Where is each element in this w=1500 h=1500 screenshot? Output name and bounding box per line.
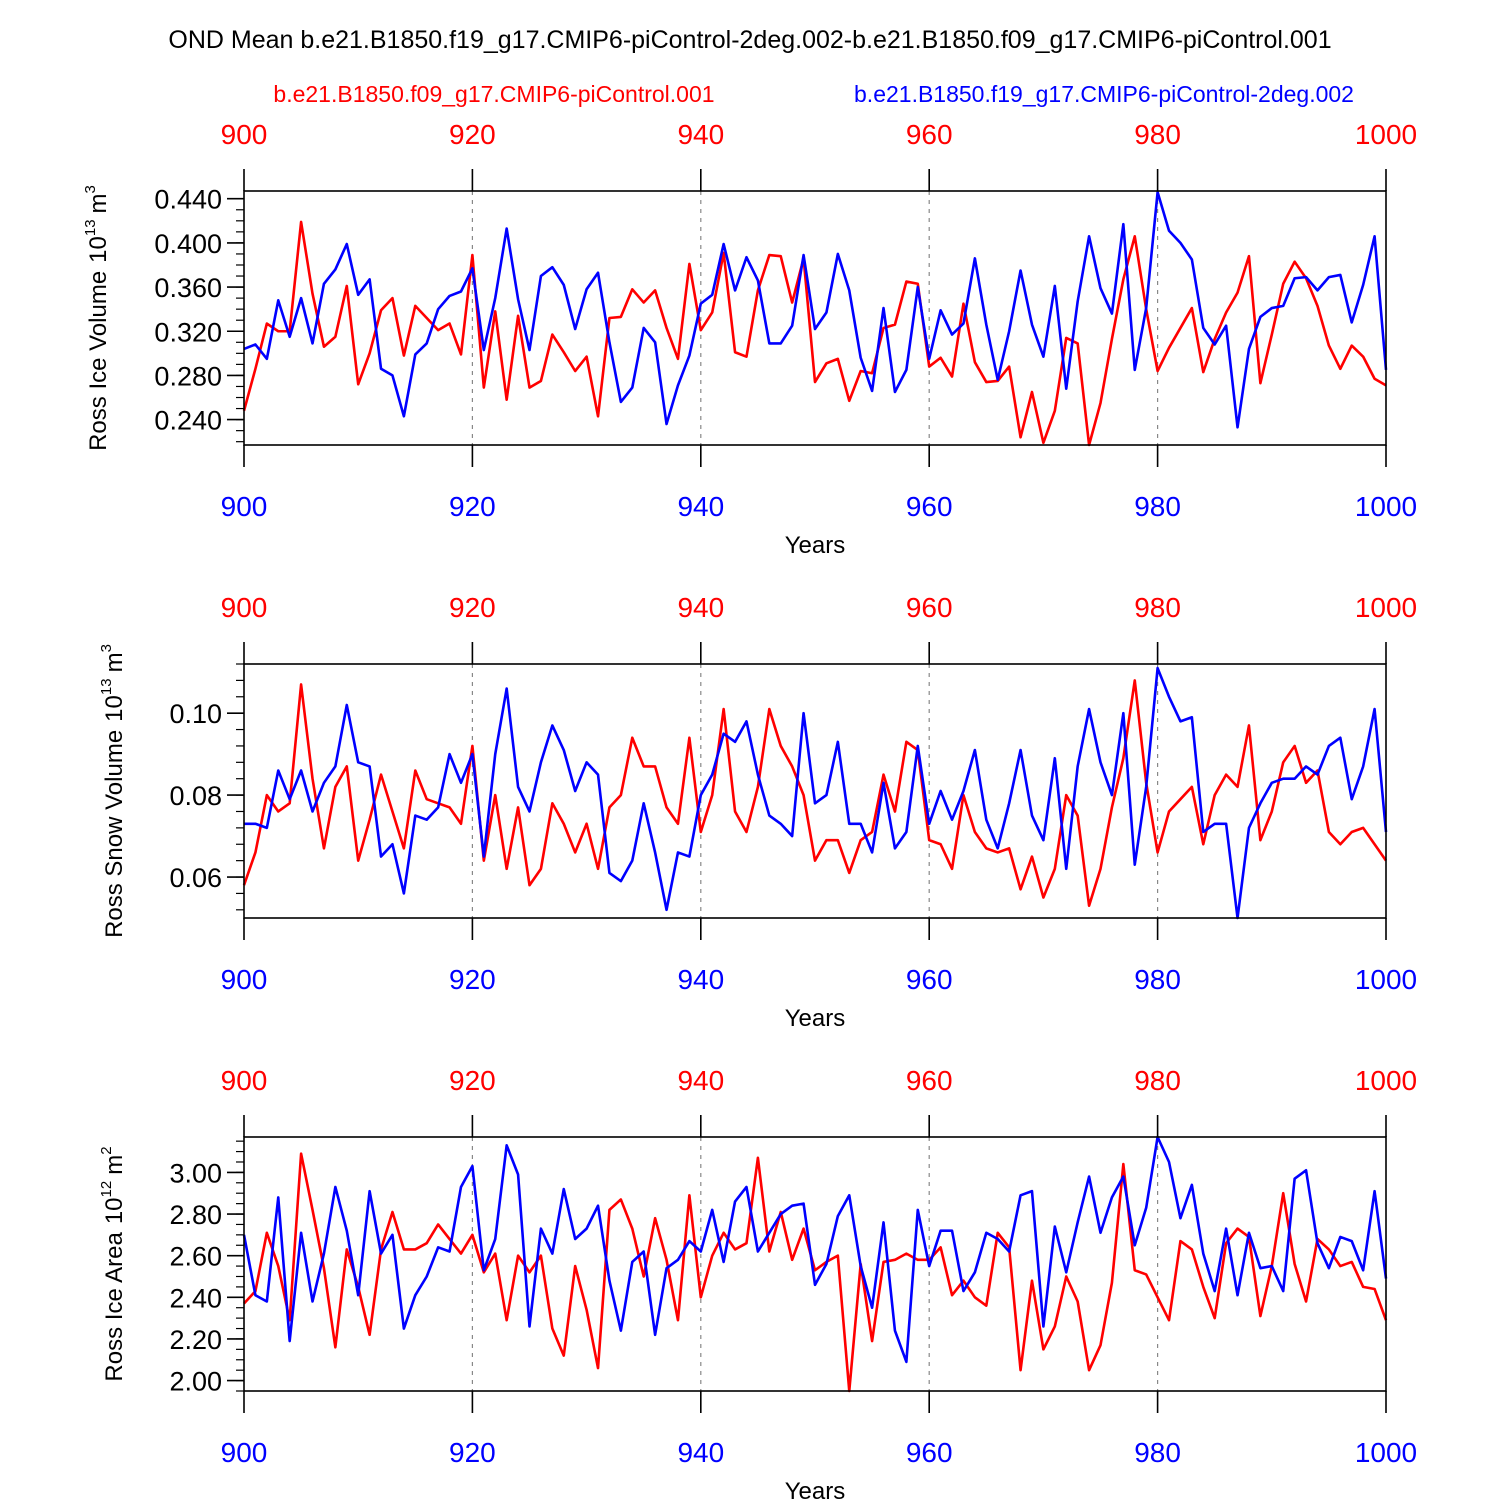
x-tick-label-bottom: 1000 [1355, 964, 1417, 995]
chart-panel-2: 2.00 2.20 2.40 2.60 2.80 3.00 900 900 920 920 940 9… [98, 1065, 1417, 1500]
plot-frame [243, 190, 1387, 446]
x-tick-label-top: 940 [677, 1065, 724, 1096]
x-tick-label-top: 980 [1134, 1065, 1181, 1096]
y-tick-label: 0.06 [169, 863, 222, 893]
y-tick-label: 0.360 [154, 273, 222, 303]
y-label-tail: m [101, 1155, 128, 1175]
x-tick-label-top: 1000 [1355, 119, 1417, 150]
y-tick-label: 0.320 [154, 317, 222, 347]
y-tick-label: 0.400 [154, 229, 222, 259]
y-label-text: Ross Snow Volume [101, 730, 128, 938]
series-line-blue [243, 190, 1388, 429]
series-line-blue [242, 1135, 1388, 1364]
y-label-tail-exponent: 3 [82, 185, 99, 193]
series-line-red [242, 679, 1388, 908]
legend-label-blue: b.e21.B1850.f19_g17.CMIP6-piControl-2deg… [854, 81, 1354, 107]
chart-panels: 0.240 0.280 0.320 0.360 0.400 0.440 900 900 920 9… [82, 119, 1417, 1500]
x-tick-label-bottom: 940 [677, 964, 724, 995]
x-tick-label-bottom: 900 [221, 1437, 268, 1468]
y-tick-label: 0.08 [169, 781, 222, 811]
x-tick-label-top: 940 [677, 592, 724, 623]
x-tick-label-bottom: 920 [449, 1437, 496, 1468]
y-tick-label: 3.00 [169, 1158, 222, 1188]
x-tick-label-bottom: 940 [677, 491, 724, 522]
x-tick-label-bottom: 1000 [1355, 491, 1417, 522]
x-tick-label-top: 980 [1134, 592, 1181, 623]
y-label-tail: m [101, 652, 128, 672]
x-tick-label-top: 960 [906, 1065, 953, 1096]
x-axis-label: Years [785, 1005, 846, 1032]
y-tick-label: 0.280 [154, 361, 222, 391]
y-label-text: Ross Ice Area [101, 1232, 128, 1382]
x-axis-label: Years [785, 1478, 846, 1500]
x-tick-label-bottom: 960 [906, 1437, 953, 1468]
y-label-text: Ross Ice Volume [85, 271, 112, 451]
x-tick-label-bottom: 980 [1134, 491, 1181, 522]
legend-label-red: b.e21.B1850.f09_g17.CMIP6-piControl.001 [273, 81, 714, 107]
y-tick-label: 2.20 [169, 1325, 222, 1355]
x-tick-label-bottom: 900 [221, 964, 268, 995]
y-tick-label: 0.240 [154, 406, 222, 436]
y-label-tail: m [85, 193, 112, 213]
plot-frame [243, 1136, 1387, 1392]
y-label-unit: 10 [101, 1197, 128, 1224]
x-tick-label-bottom: 900 [221, 491, 268, 522]
y-label-exponent: 13 [98, 678, 115, 695]
x-axis-label: Years [785, 532, 846, 559]
x-tick-label-bottom: 960 [906, 964, 953, 995]
x-tick-label-top: 920 [449, 119, 496, 150]
x-tick-label-bottom: 980 [1134, 1437, 1181, 1468]
x-tick-label-top: 1000 [1355, 592, 1417, 623]
x-tick-label-bottom: 920 [449, 964, 496, 995]
x-tick-label-top: 960 [906, 592, 953, 623]
y-label-exponent: 13 [82, 219, 99, 236]
y-axis-label: Ross Ice Area 1012 m2 [98, 1146, 128, 1381]
x-tick-label-top: 900 [221, 119, 268, 150]
x-tick-label-top: 900 [221, 1065, 268, 1096]
series-line-blue [244, 666, 1388, 920]
y-tick-label: 2.00 [169, 1367, 222, 1397]
x-tick-label-top: 980 [1134, 119, 1181, 150]
y-label-tail-exponent: 3 [98, 644, 115, 652]
series-line-red [242, 220, 1387, 447]
y-axis-label: Ross Snow Volume 1013 m3 [98, 644, 128, 938]
y-tick-label: 2.60 [169, 1242, 222, 1272]
y-label-exponent: 12 [98, 1181, 115, 1198]
x-tick-label-bottom: 980 [1134, 964, 1181, 995]
x-tick-label-top: 940 [677, 119, 724, 150]
y-tick-label: 2.40 [169, 1283, 222, 1313]
x-tick-label-bottom: 920 [449, 491, 496, 522]
y-label-tail-exponent: 2 [98, 1146, 115, 1154]
figure-title: OND Mean b.e21.B1850.f19_g17.CMIP6-piCon… [168, 26, 1331, 54]
x-tick-label-bottom: 1000 [1355, 1437, 1417, 1468]
x-tick-label-top: 920 [449, 1065, 496, 1096]
y-tick-label: 2.80 [169, 1200, 222, 1230]
chart-panel-0: 0.240 0.280 0.320 0.360 0.400 0.440 900 900 920 9… [82, 119, 1417, 559]
x-tick-label-top: 900 [221, 592, 268, 623]
x-tick-label-top: 960 [906, 119, 953, 150]
chart-panel-1: 0.06 0.08 0.10 900 900 920 920 940 940 960 960 980 9… [98, 592, 1417, 1032]
plot-frame [243, 663, 1387, 919]
x-tick-label-top: 920 [449, 592, 496, 623]
y-label-unit: 10 [101, 695, 128, 722]
y-tick-label: 0.10 [169, 699, 222, 729]
x-tick-label-bottom: 960 [906, 491, 953, 522]
y-axis-label: Ross Ice Volume 1013 m3 [82, 185, 112, 451]
x-tick-label-bottom: 940 [677, 1437, 724, 1468]
y-tick-label: 0.440 [154, 185, 222, 215]
series-line-red [243, 1152, 1388, 1393]
x-tick-label-top: 1000 [1355, 1065, 1417, 1096]
y-label-unit: 10 [85, 236, 112, 263]
